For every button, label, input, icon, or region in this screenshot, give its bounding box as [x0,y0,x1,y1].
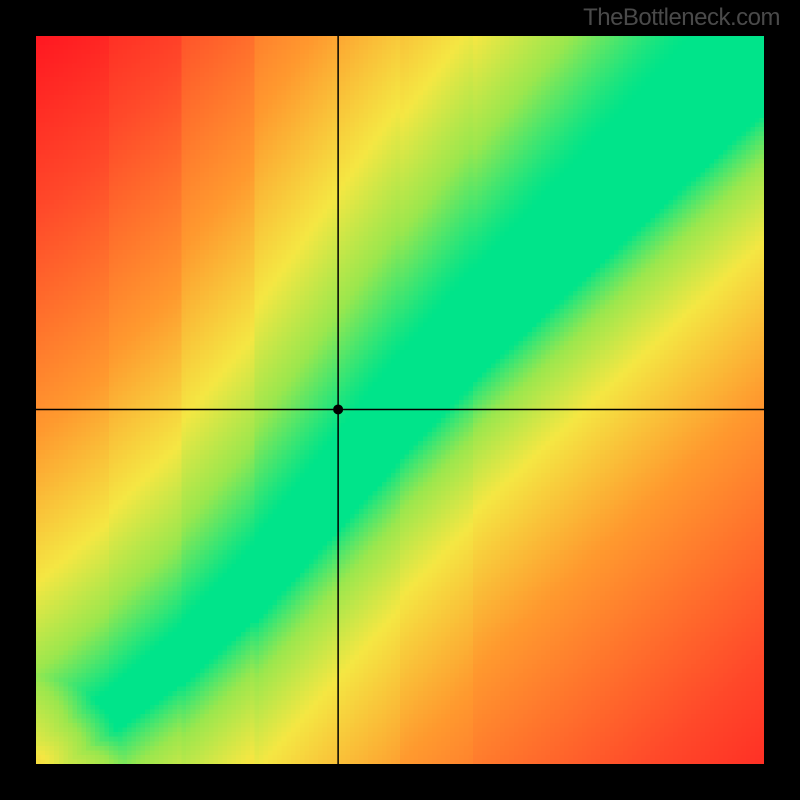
chart-container: TheBottleneck.com [0,0,800,800]
plot-area [36,36,764,764]
watermark-text: TheBottleneck.com [583,4,780,32]
heatmap-canvas [36,36,764,764]
